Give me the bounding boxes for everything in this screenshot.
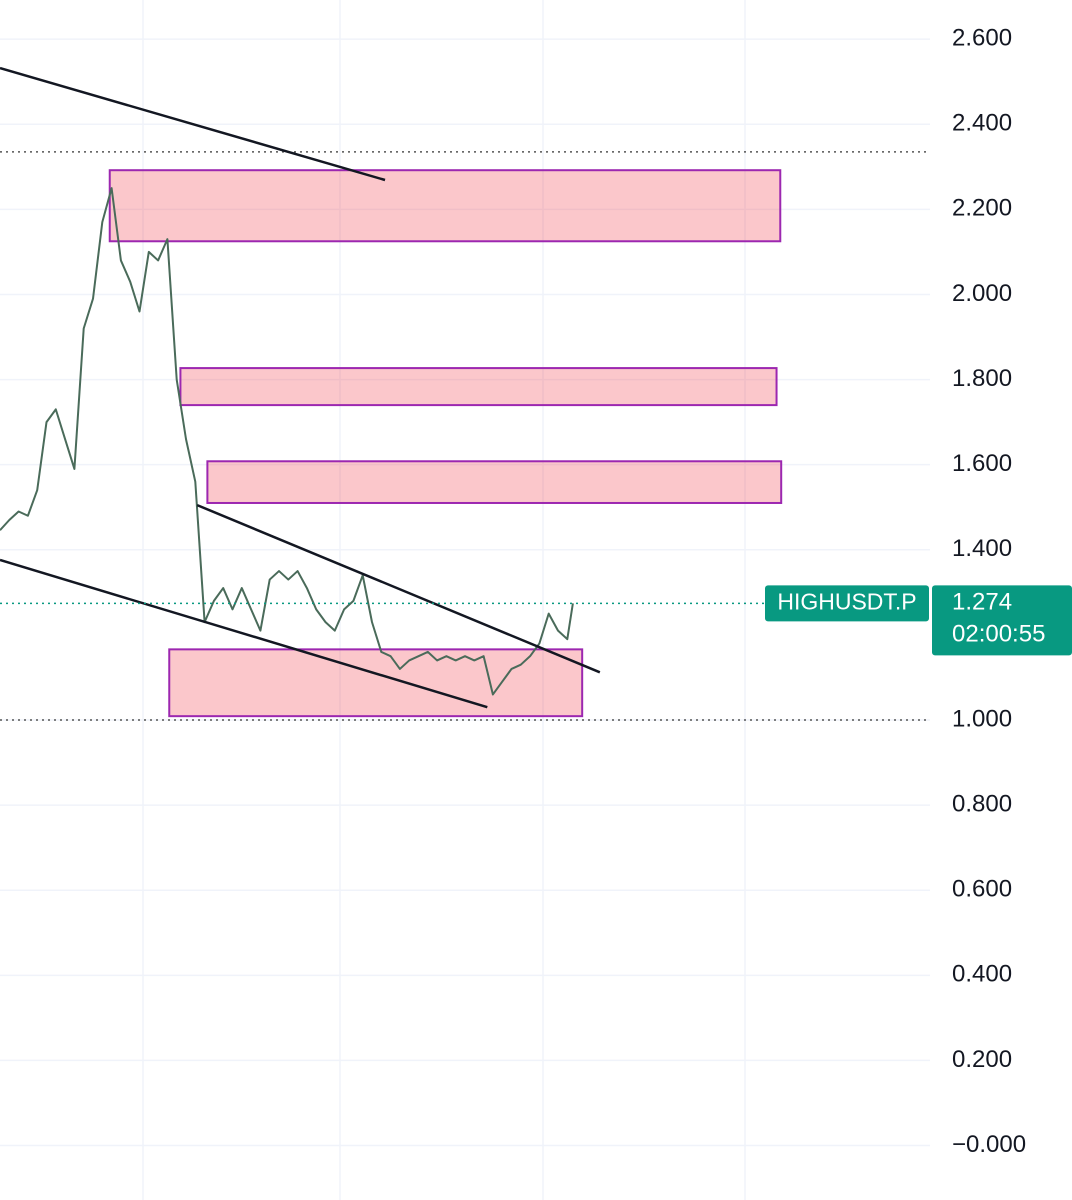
symbol-label-box xyxy=(765,585,929,622)
countdown-label: 02:00:55 xyxy=(952,621,1045,648)
trendline xyxy=(0,66,386,182)
y-tick-label: 2.200 xyxy=(952,195,1012,222)
zone xyxy=(179,367,778,407)
y-tick-label: 0.400 xyxy=(952,961,1012,988)
y-tick-label: 2.000 xyxy=(952,280,1012,307)
y-tick-label: 0.600 xyxy=(952,876,1012,903)
y-tick-label: 0.800 xyxy=(952,790,1012,817)
price-label-box xyxy=(932,585,1072,656)
y-tick-label: −0.000 xyxy=(952,1131,1026,1158)
symbol-label: HIGHUSDT.P xyxy=(777,588,916,614)
trendline xyxy=(0,558,488,709)
zone xyxy=(206,460,783,504)
zone xyxy=(108,169,782,243)
y-tick-label: 2.400 xyxy=(952,110,1012,137)
y-tick-label: 1.600 xyxy=(952,450,1012,477)
trendline xyxy=(196,503,601,674)
y-tick-label: 1.000 xyxy=(952,705,1012,732)
vertical-grid xyxy=(142,0,746,1200)
y-tick-label: 1.400 xyxy=(952,535,1012,562)
price-label: 1.274 xyxy=(952,589,1012,616)
price-line xyxy=(0,187,574,696)
y-tick-label: 1.800 xyxy=(952,365,1012,392)
zone xyxy=(168,648,584,718)
y-tick-label: 2.600 xyxy=(952,24,1012,51)
y-tick-label: 0.200 xyxy=(952,1046,1012,1073)
